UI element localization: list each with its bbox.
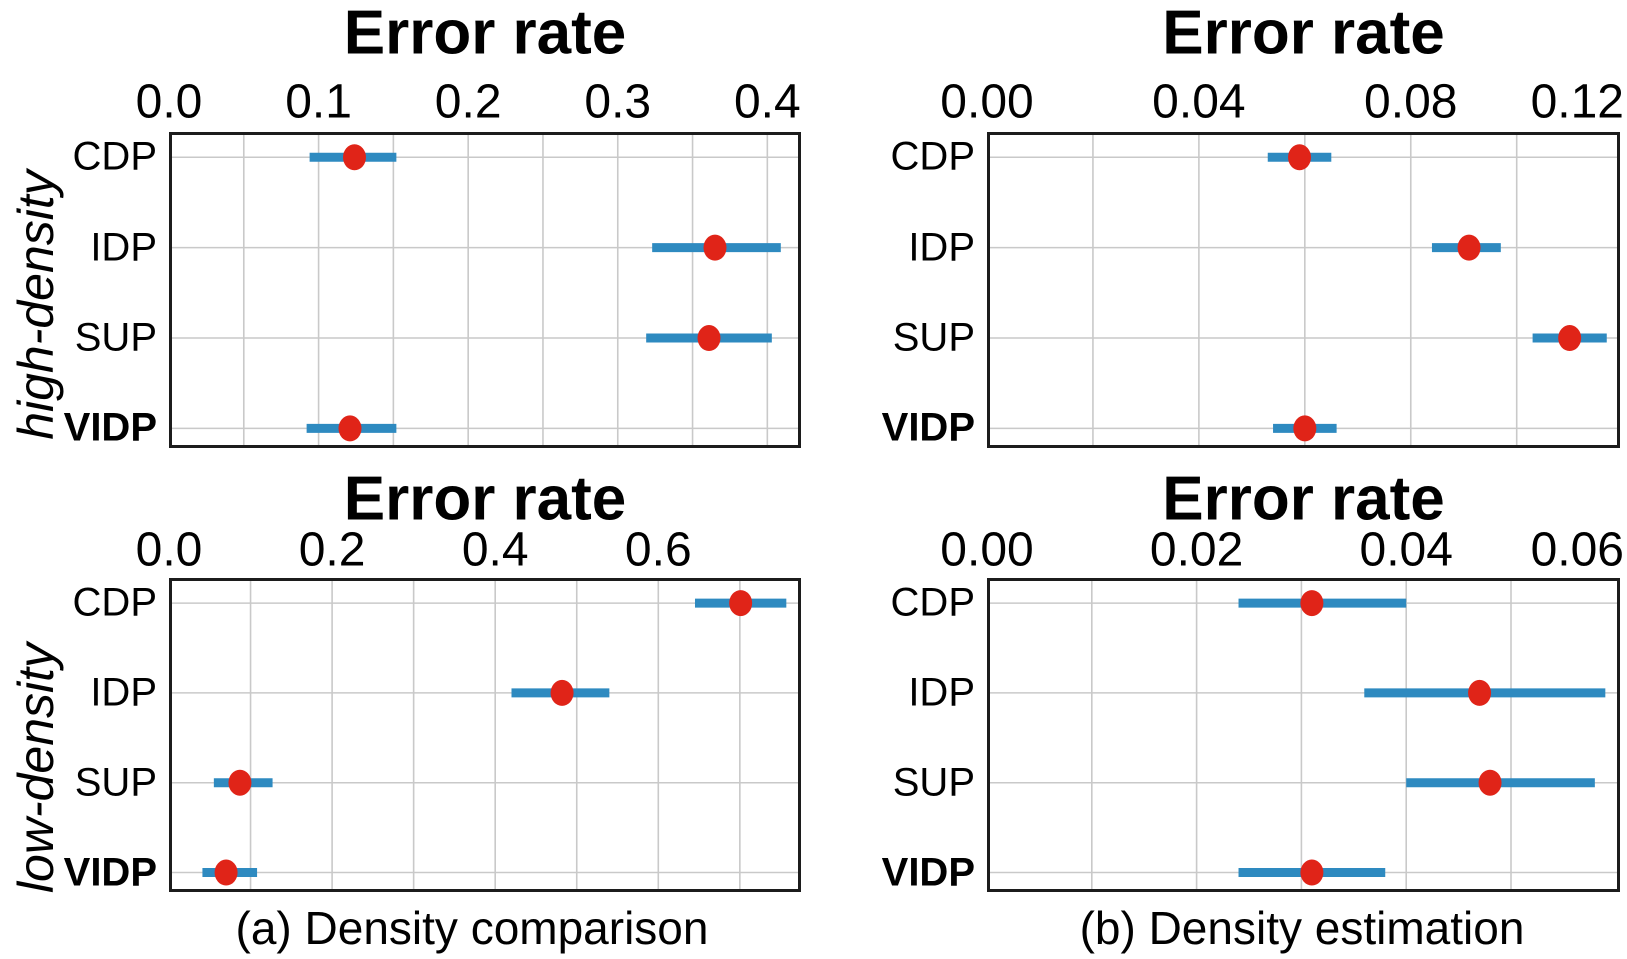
plot-border — [169, 578, 801, 892]
x-tick-label: 0.04 — [1359, 523, 1453, 577]
x-tick-label: 0.12 — [1530, 75, 1624, 129]
caption-b: (b) Density estimation — [1079, 902, 1525, 954]
y-category-label: SUP — [892, 315, 975, 360]
y-category-label: IDP — [908, 225, 975, 270]
x-tick-label: 0.00 — [940, 523, 1034, 577]
x-tick-label: 0.4 — [733, 75, 801, 129]
plot-border — [987, 132, 1620, 448]
y-category-label: CDP — [890, 580, 975, 625]
mean-dot — [1300, 590, 1324, 617]
y-category-label: SUP — [892, 760, 975, 805]
plot-area — [987, 578, 1620, 892]
x-tick-label: 0.08 — [1364, 75, 1458, 129]
y-category-label: IDP — [908, 670, 975, 715]
row-label-high-density: high-density — [8, 170, 64, 440]
mean-dot — [1457, 234, 1481, 261]
chart-title: Error rate — [1162, 0, 1445, 68]
x-tick-label: 0.00 — [940, 75, 1034, 129]
plot-area — [169, 132, 801, 448]
row-label-low-density: low-density — [8, 642, 64, 894]
mean-dot — [228, 769, 252, 796]
chart-title: Error rate — [343, 0, 627, 68]
mean-dot — [1293, 415, 1317, 442]
mean-dot — [342, 144, 366, 171]
x-tick-label: 0.2 — [434, 75, 502, 129]
x-tick-label: 0.04 — [1152, 75, 1246, 129]
x-tick-label: 0.0 — [135, 75, 203, 129]
x-tick-label: 0.1 — [285, 75, 352, 129]
mean-dot — [729, 590, 753, 617]
mean-dot — [1558, 325, 1582, 352]
mean-dot — [697, 325, 721, 352]
mean-dot — [1288, 144, 1312, 171]
x-tick-label: 0.6 — [624, 523, 692, 577]
mean-dot — [703, 234, 727, 261]
mean-dot — [338, 415, 362, 442]
chart-title: Error rate — [343, 464, 627, 534]
plot-border — [169, 132, 801, 448]
x-tick-label: 0.0 — [135, 523, 203, 577]
y-category-label: CDP — [890, 134, 975, 179]
mean-dot — [550, 679, 574, 706]
mean-dot — [214, 859, 238, 886]
mean-dot — [1478, 769, 1502, 796]
y-category-label: VIDP — [881, 405, 975, 450]
plot-area — [169, 578, 801, 892]
x-tick-label: 0.4 — [461, 523, 529, 577]
plot-area — [987, 132, 1620, 448]
x-tick-label: 0.3 — [584, 75, 652, 129]
plot-border — [987, 578, 1620, 892]
chart-title: Error rate — [1162, 464, 1445, 534]
x-tick-label: 0.06 — [1530, 523, 1624, 577]
mean-dot — [1300, 859, 1324, 886]
caption-a: (a) Density comparison — [235, 902, 709, 954]
x-tick-label: 0.02 — [1149, 523, 1244, 577]
y-category-label: CDP — [72, 580, 157, 625]
mean-dot — [1468, 679, 1492, 706]
y-category-label: VIDP — [881, 850, 975, 895]
x-tick-label: 0.2 — [298, 523, 366, 577]
